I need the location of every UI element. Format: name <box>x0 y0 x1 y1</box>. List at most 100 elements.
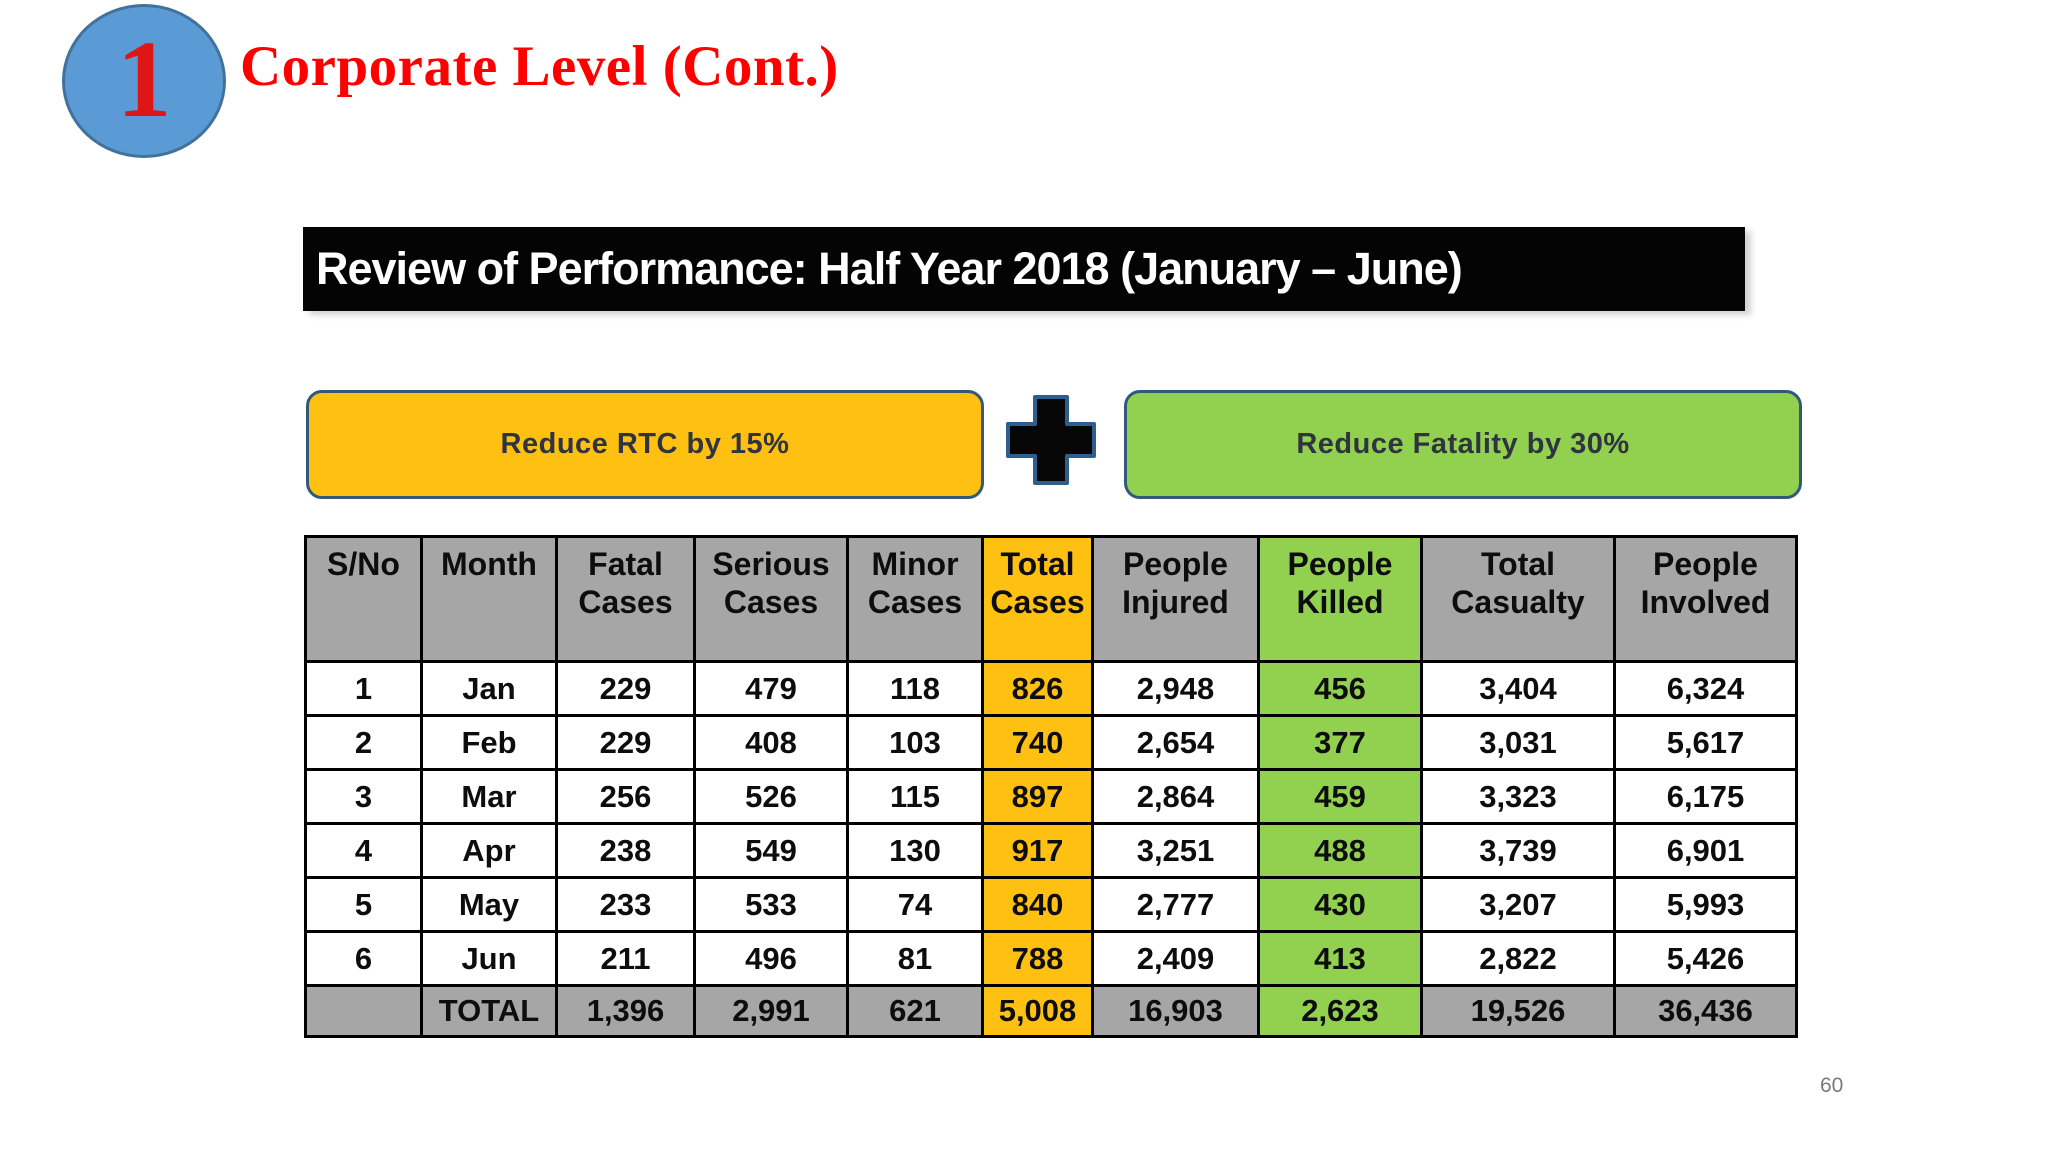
table-cell: 408 <box>693 714 849 771</box>
total-cell: 2,991 <box>693 984 849 1038</box>
table-cell: 3,251 <box>1091 822 1260 879</box>
total-cell: 5,008 <box>981 984 1094 1038</box>
table-cell: 229 <box>555 714 696 771</box>
slide-number-badge: 1 <box>62 4 226 158</box>
table-cell: 103 <box>846 714 984 771</box>
total-cell: 19,526 <box>1420 984 1616 1038</box>
table-cell: 2 <box>304 714 423 771</box>
table-cell: 81 <box>846 930 984 987</box>
table-row: 1 Jan 229 479 118 826 2,948 456 3,404 6,324 <box>304 660 1798 717</box>
plus-cross-icon <box>1004 393 1098 487</box>
column-header-people-involved: People Involved <box>1613 535 1798 663</box>
plus-cross-svg <box>1006 395 1096 485</box>
table-cell: 5,617 <box>1613 714 1798 771</box>
table-cell: 377 <box>1257 714 1423 771</box>
table-cell: 4 <box>304 822 423 879</box>
table-cell: 2,409 <box>1091 930 1260 987</box>
table-cell: 840 <box>981 876 1094 933</box>
table-cell: 6,901 <box>1613 822 1798 879</box>
target-fatality-label: Reduce Fatality by 30% <box>1296 428 1630 460</box>
total-cell: 621 <box>846 984 984 1038</box>
table-cell: 3,207 <box>1420 876 1616 933</box>
table-cell: 6 <box>304 930 423 987</box>
table-cell: Apr <box>420 822 558 879</box>
table-cell: 3,739 <box>1420 822 1616 879</box>
column-header-total-casualty: Total Casualty <box>1420 535 1616 663</box>
table-header-row: S/No Month Fatal Cases Serious Cases Minor C… <box>304 535 1798 663</box>
table-cell: 2,777 <box>1091 876 1260 933</box>
table-cell: May <box>420 876 558 933</box>
table-cell: 496 <box>693 930 849 987</box>
column-header-serious-cases: Serious Cases <box>693 535 849 663</box>
page-number: 60 <box>1820 1074 1844 1097</box>
table-cell: 413 <box>1257 930 1423 987</box>
table-cell: 118 <box>846 660 984 717</box>
target-fatality-box: Reduce Fatality by 30% <box>1124 390 1802 499</box>
column-header-fatal-cases: Fatal Cases <box>555 535 696 663</box>
table-cell: Jan <box>420 660 558 717</box>
table-cell: 5 <box>304 876 423 933</box>
table-cell: 788 <box>981 930 1094 987</box>
total-cell: 2,623 <box>1257 984 1423 1038</box>
table-cell: 74 <box>846 876 984 933</box>
table-row: 5 May 233 533 74 840 2,777 430 3,207 5,993 <box>304 876 1798 933</box>
table-cell: 2,654 <box>1091 714 1260 771</box>
target-rtc-label: Reduce RTC by 15% <box>500 428 790 460</box>
table-cell: 3,404 <box>1420 660 1616 717</box>
section-banner-text: Review of Performance: Half Year 2018 (J… <box>316 243 1463 294</box>
total-cell: 36,436 <box>1613 984 1798 1038</box>
table-cell: 5,993 <box>1613 876 1798 933</box>
page-title: Corporate Level (Cont.) <box>240 35 839 98</box>
badge-number: 1 <box>116 18 172 140</box>
table-cell: Feb <box>420 714 558 771</box>
section-banner: Review of Performance: Half Year 2018 (J… <box>303 227 1745 311</box>
table-total-row: TOTAL 1,396 2,991 621 5,008 16,903 2,623 19,526… <box>304 984 1798 1038</box>
table-cell: 238 <box>555 822 696 879</box>
table-cell: 6,175 <box>1613 768 1798 825</box>
table-cell: 3 <box>304 768 423 825</box>
total-cell: 16,903 <box>1091 984 1260 1038</box>
table-cell: 6,324 <box>1613 660 1798 717</box>
table-cell: 526 <box>693 768 849 825</box>
table-cell: 233 <box>555 876 696 933</box>
table-cell: 740 <box>981 714 1094 771</box>
table-cell: 826 <box>981 660 1094 717</box>
column-header-total-cases: Total Cases <box>981 535 1094 663</box>
table-cell: 549 <box>693 822 849 879</box>
table-cell: 130 <box>846 822 984 879</box>
total-cell: 1,396 <box>555 984 696 1038</box>
column-header-people-injured: People Injured <box>1091 535 1260 663</box>
table-cell: 3,323 <box>1420 768 1616 825</box>
table-cell: 5,426 <box>1613 930 1798 987</box>
column-header-month: Month <box>420 535 558 663</box>
table-cell: 2,822 <box>1420 930 1616 987</box>
table-cell: Jun <box>420 930 558 987</box>
performance-table: S/No Month Fatal Cases Serious Cases Minor C… <box>304 535 1798 1038</box>
table-cell: 211 <box>555 930 696 987</box>
table-row: 4 Apr 238 549 130 917 3,251 488 3,739 6,901 <box>304 822 1798 879</box>
table-cell: 917 <box>981 822 1094 879</box>
target-rtc-box: Reduce RTC by 15% <box>306 390 984 499</box>
table-cell: 459 <box>1257 768 1423 825</box>
table-cell: 229 <box>555 660 696 717</box>
table-cell: 430 <box>1257 876 1423 933</box>
table-cell: 479 <box>693 660 849 717</box>
total-cell <box>304 984 423 1038</box>
total-cell: TOTAL <box>420 984 558 1038</box>
table-cell: 3,031 <box>1420 714 1616 771</box>
table-cell: 2,948 <box>1091 660 1260 717</box>
table-cell: 897 <box>981 768 1094 825</box>
table-cell: 115 <box>846 768 984 825</box>
table-cell: 533 <box>693 876 849 933</box>
column-header-people-killed: People Killed <box>1257 535 1423 663</box>
table-row: 2 Feb 229 408 103 740 2,654 377 3,031 5,617 <box>304 714 1798 771</box>
table-cell: 456 <box>1257 660 1423 717</box>
table-cell: 256 <box>555 768 696 825</box>
table-cell: 488 <box>1257 822 1423 879</box>
table-row: 3 Mar 256 526 115 897 2,864 459 3,323 6,175 <box>304 768 1798 825</box>
table-row: 6 Jun 211 496 81 788 2,409 413 2,822 5,426 <box>304 930 1798 987</box>
table-cell: Mar <box>420 768 558 825</box>
table-cell: 1 <box>304 660 423 717</box>
column-header-s-no: S/No <box>304 535 423 663</box>
